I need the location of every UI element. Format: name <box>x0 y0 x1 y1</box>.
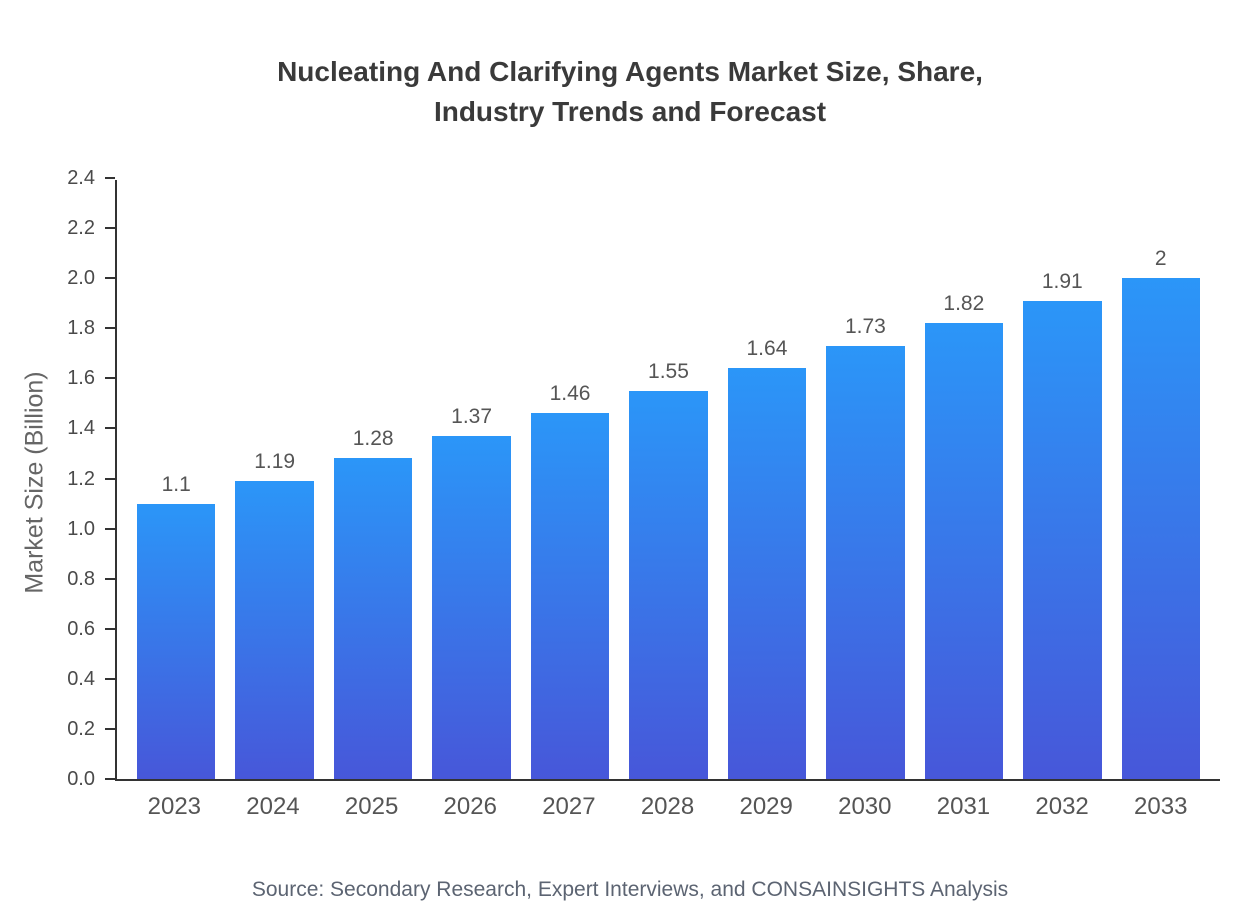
y-axis-tick-mark <box>105 627 115 630</box>
bar-value-label: 1.91 <box>1041 269 1083 293</box>
bar-slot: 1.37 <box>432 404 511 779</box>
y-axis-tick-label: 0.2 <box>67 717 95 740</box>
y-axis-tick-label: 1.4 <box>67 417 95 440</box>
y-axis-tick-mark <box>105 227 115 230</box>
y-axis-tick-label: 1.2 <box>67 467 95 490</box>
y-axis-tick-label: 0.6 <box>67 617 95 640</box>
plot-area: 1.1 1.19 1.28 1.37 1.46 1.55 1.64 1.73 1.82 1.91 2… <box>67 167 1220 790</box>
bar-value-label: 1.73 <box>844 314 886 338</box>
y-axis-tick-mark <box>105 477 115 480</box>
bar-value-label: 2 <box>1154 247 1167 271</box>
bar[interactable] <box>432 435 511 779</box>
bar[interactable] <box>333 458 413 779</box>
x-axis-label: 2033 <box>1134 793 1188 820</box>
x-axis-label: 2025 <box>344 793 399 820</box>
bar[interactable] <box>530 413 610 779</box>
x-axis-label: 2023 <box>147 793 202 820</box>
bar-value-label: 1.82 <box>943 292 985 316</box>
bar-slot: 1.82 <box>924 292 1004 779</box>
x-axis-label: 2027 <box>542 793 596 820</box>
x-axis-label: 2029 <box>739 793 793 820</box>
bar-slot: 1.46 <box>530 382 610 779</box>
y-axis-tick-mark <box>105 677 115 680</box>
y-axis-tick-label: 0.8 <box>67 567 95 590</box>
bar-value-label: 1.64 <box>746 337 788 361</box>
y-axis-tick-label: 1.8 <box>67 317 95 340</box>
x-axis-labels: 2023 2024 2025 2026 2027 2028 2029 2030 2031 2032… <box>115 793 1220 821</box>
y-axis-tick-label: 0.0 <box>67 768 95 790</box>
bar-value-label: 1.1 <box>161 472 191 496</box>
bar[interactable] <box>137 503 216 779</box>
bar-slot: 2 <box>1121 247 1200 779</box>
bar-slot: 1.64 <box>727 337 807 779</box>
bar-slot: 1.91 <box>1023 269 1102 779</box>
y-axis-tick-mark <box>105 577 115 580</box>
bar-slot: 1.73 <box>826 314 905 779</box>
chart-title: Nucleating And Clarifying Agents Market … <box>0 52 1260 132</box>
y-axis-tick-label: 0.4 <box>67 667 95 690</box>
y-axis-tick-label: 2.0 <box>67 267 95 290</box>
y-axis-tick-mark <box>105 427 115 430</box>
y-axis-tick-mark <box>105 527 115 530</box>
bar-value-label: 1.28 <box>352 427 394 451</box>
bar[interactable] <box>727 368 807 779</box>
x-axis-label: 2031 <box>936 793 991 820</box>
source-note: Source: Secondary Research, Expert Inter… <box>251 878 1009 901</box>
bar-slot: 1.55 <box>629 359 708 779</box>
y-axis-tick-label: 1.6 <box>67 367 95 390</box>
bar[interactable] <box>1121 278 1200 779</box>
x-axis-label: 2026 <box>443 793 497 820</box>
bar[interactable] <box>1023 300 1102 779</box>
bar-slot: 1.28 <box>333 427 413 779</box>
y-axis-tick-mark <box>105 727 115 730</box>
bar[interactable] <box>629 390 708 779</box>
x-axis-label: 2028 <box>640 793 695 820</box>
y-axis-tick-label: 2.4 <box>67 167 95 189</box>
y-axis-tick-mark <box>105 778 115 780</box>
chart-title-line-1: Nucleating And Clarifying Agents Market … <box>277 56 983 87</box>
chart-title-line-2: Industry Trends and Forecast <box>433 96 827 127</box>
bar-slot: 1.19 <box>235 450 314 779</box>
y-axis-tick-label: 2.2 <box>67 217 95 240</box>
bar-value-label: 1.55 <box>648 359 689 383</box>
bar[interactable] <box>924 323 1004 779</box>
y-axis-tick-label: 1.0 <box>67 517 95 540</box>
x-axis-label: 2030 <box>838 793 892 820</box>
bar[interactable] <box>826 345 905 779</box>
x-axis-label: 2032 <box>1035 793 1089 820</box>
x-axis-label: 2024 <box>246 793 300 820</box>
y-axis-tick-mark <box>105 377 115 380</box>
bar[interactable] <box>235 481 314 779</box>
bar-series: 1.1 1.19 1.28 1.37 1.46 1.55 1.64 1.73 1.82 1.91 2 <box>117 180 1220 779</box>
y-axis-tick-mark <box>105 277 115 280</box>
bar-slot: 1.1 <box>137 472 216 779</box>
bar-value-label: 1.19 <box>254 450 296 474</box>
y-axis-tick-mark <box>105 177 115 179</box>
y-axis-tick-mark <box>105 327 115 330</box>
bar-value-label: 1.37 <box>451 404 493 428</box>
bar-value-label: 1.46 <box>549 382 591 406</box>
